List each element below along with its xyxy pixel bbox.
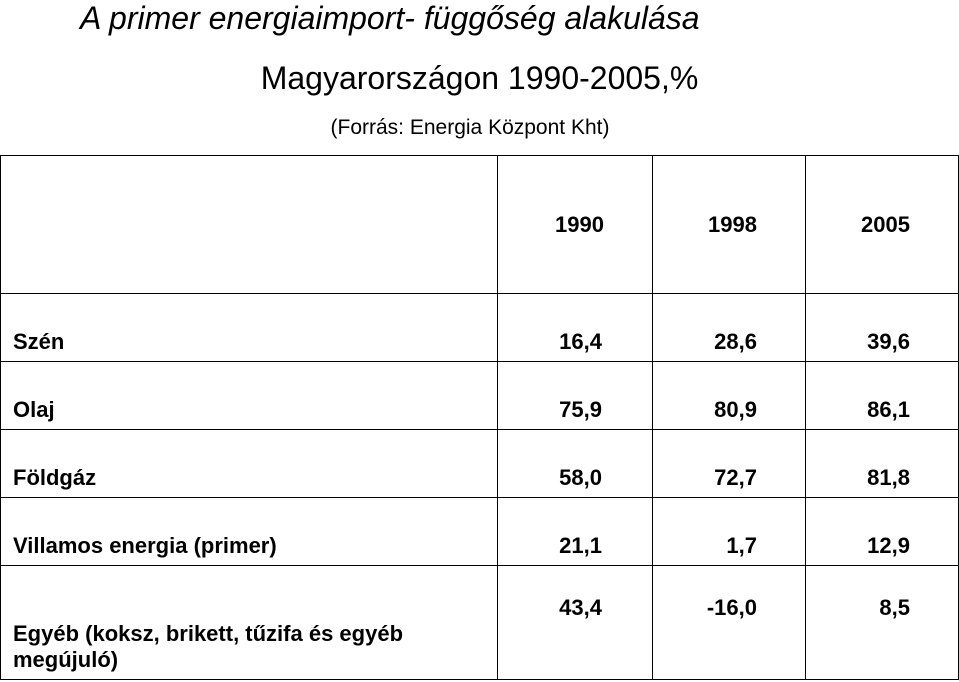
row-label: Villamos energia (primer) bbox=[0, 497, 498, 566]
cell: 1,7 bbox=[652, 497, 806, 566]
row-label: Szén bbox=[0, 293, 498, 362]
cell: 81,8 bbox=[805, 429, 959, 498]
column-header: 2005 bbox=[805, 155, 959, 294]
cell: 8,5 bbox=[805, 565, 959, 680]
row-label: Földgáz bbox=[0, 429, 498, 498]
source: (Forrás: Energia Központ Kht) bbox=[330, 116, 610, 139]
cell: 72,7 bbox=[652, 429, 806, 498]
header-row: 1990 1998 2005 bbox=[0, 155, 959, 294]
cell: 28,6 bbox=[652, 293, 806, 362]
corner-cell bbox=[0, 155, 498, 294]
cell: 12,9 bbox=[805, 497, 959, 566]
cell: 80,9 bbox=[652, 361, 806, 430]
cell: 21,1 bbox=[497, 497, 653, 566]
row-label: Egyéb (koksz, brikett, tűzifa és egyéb m… bbox=[0, 565, 498, 680]
cell: 39,6 bbox=[805, 293, 959, 362]
column-header: 1990 bbox=[497, 155, 653, 294]
row-label: Olaj bbox=[0, 361, 498, 430]
title: Magyarországon 1990-2005,% bbox=[260, 60, 699, 96]
cell: 86,1 bbox=[805, 361, 959, 430]
cell: -16,0 bbox=[652, 565, 806, 680]
data-table: 1990 1998 2005 Szén 16,4 28,6 39,6 Olaj 75,9… bbox=[0, 155, 959, 680]
cell: 43,4 bbox=[497, 565, 653, 680]
column-header: 1998 bbox=[652, 155, 806, 294]
cell: 75,9 bbox=[497, 361, 653, 430]
cell: 16,4 bbox=[497, 293, 653, 362]
cell: 58,0 bbox=[497, 429, 653, 498]
title: A primer energiaimport- függőség alakulá… bbox=[80, 0, 700, 36]
